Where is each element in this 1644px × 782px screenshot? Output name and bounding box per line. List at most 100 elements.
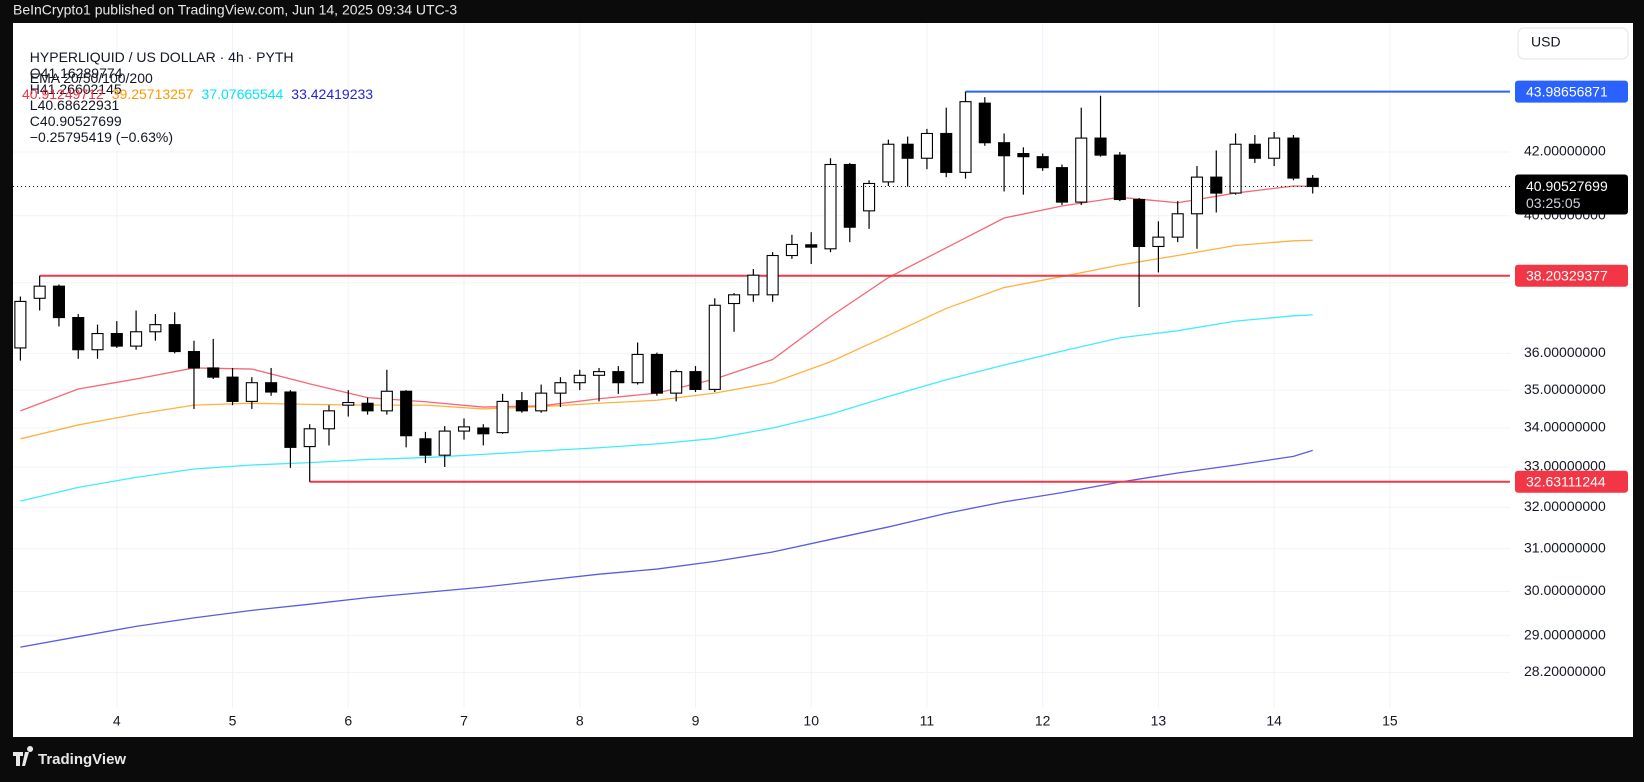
candle-body	[1017, 153, 1030, 158]
candle-body	[708, 304, 721, 390]
level-label-box	[1515, 264, 1628, 287]
ema-line	[20, 239, 1313, 440]
candle-body	[515, 400, 528, 412]
y-tick-label: 30.00000000	[1524, 582, 1606, 598]
y-tick-label: 29.00000000	[1524, 626, 1606, 642]
candle-body	[1306, 177, 1319, 188]
candle-body	[689, 371, 702, 390]
x-tick-label: 14	[1266, 713, 1282, 729]
published-note: BeInCrypto1 published on TradingView.com…	[13, 2, 457, 18]
y-tick-label: 36.00000000	[1524, 344, 1606, 360]
level-label: 43.98656871	[1526, 83, 1608, 99]
x-tick-label: 15	[1382, 713, 1398, 729]
candle-body	[380, 390, 393, 412]
candle-body	[457, 426, 471, 432]
candle-body	[400, 390, 413, 437]
ohlc-high: 41.26602145	[39, 81, 122, 97]
candle-body	[1055, 167, 1069, 203]
candle-body	[1229, 143, 1242, 194]
last-price-box	[1515, 174, 1628, 215]
last-price-label: 40.90527699	[1526, 178, 1608, 194]
x-tick-label: 10	[803, 713, 819, 729]
y-tick-label: 28.20000000	[1524, 663, 1606, 679]
candle-body	[1248, 143, 1261, 159]
candle-body	[91, 332, 104, 351]
x-tick-label: 12	[1035, 713, 1051, 729]
candle-body	[747, 274, 760, 296]
candle-body	[785, 243, 798, 257]
ohlc-open: 41.16289774	[40, 65, 123, 81]
x-tick-label: 11	[920, 713, 935, 729]
candle-body	[265, 382, 278, 393]
ema-value: 33.42419233	[291, 86, 374, 102]
grid	[13, 23, 1510, 708]
candle-body	[727, 294, 741, 305]
footer-brand: TradingView	[38, 751, 126, 768]
ema-line	[20, 314, 1313, 502]
candle-body	[631, 353, 644, 384]
candle-body	[245, 382, 258, 402]
candle-body	[998, 142, 1011, 157]
ema-line	[20, 185, 1313, 412]
candle-body	[322, 410, 336, 430]
level-label: 38.20329377	[1526, 267, 1608, 283]
candle-body	[978, 102, 991, 144]
candle-body	[901, 143, 914, 159]
candle-body	[1190, 176, 1204, 215]
symbol-legend: HYPERLIQUID / US DOLLAR · 4h · PYTH O41.…	[22, 33, 302, 145]
candle-body	[920, 132, 933, 159]
ema-value: 39.25713257	[111, 86, 194, 102]
x-tick-label: 5	[229, 713, 237, 729]
panel	[13, 23, 1633, 737]
footer-logo	[13, 746, 34, 766]
ema-line	[20, 449, 1313, 648]
candle-body	[168, 324, 181, 353]
candle-body	[1152, 236, 1165, 248]
candle-body	[612, 371, 625, 384]
candle-body	[650, 353, 663, 394]
ohlc-prefix: L	[29, 97, 38, 113]
candle-body	[284, 391, 297, 448]
ema-legend: EMA 20/50/100/200 40.91249712 39.25713257…	[22, 54, 381, 102]
y-tick-label: 32.00000000	[1524, 498, 1606, 514]
candle-body	[226, 376, 239, 402]
candle-body	[766, 254, 779, 296]
candle-body	[959, 101, 972, 173]
candle-body	[14, 300, 27, 349]
candle-body	[863, 182, 876, 212]
candle-body	[419, 438, 432, 456]
candle-body	[1210, 176, 1223, 194]
candle-body	[477, 427, 490, 435]
candle-body	[303, 428, 316, 448]
candle-body	[940, 132, 953, 173]
candle-body	[1113, 154, 1126, 201]
candle-body	[805, 244, 818, 248]
candle-body	[1133, 198, 1146, 248]
candle-body	[207, 367, 220, 378]
candle-body	[1268, 137, 1281, 159]
candle-body	[52, 285, 65, 319]
candles	[14, 91, 1319, 482]
currency-label[interactable]: USD	[1531, 34, 1561, 50]
candle-body	[1036, 156, 1049, 169]
candle-body	[882, 143, 895, 183]
ohlc-close: 40.90527699	[39, 113, 122, 129]
candle-body	[592, 371, 606, 376]
candle-body	[130, 331, 143, 347]
ema-lines	[20, 185, 1313, 648]
candle-body	[342, 401, 355, 406]
y-tick-label: 31.00000000	[1524, 539, 1606, 555]
candle-body	[573, 374, 586, 384]
x-tick-label: 8	[576, 713, 584, 729]
candle-body	[187, 350, 201, 369]
level-label-box	[1515, 80, 1628, 103]
y-tick-label: 35.00000000	[1524, 381, 1606, 397]
candle-body	[1171, 213, 1184, 238]
x-tick-label: 4	[113, 713, 121, 729]
currency-button[interactable]	[1517, 27, 1629, 60]
candle-body	[535, 392, 548, 412]
level-label-box	[1515, 470, 1628, 493]
candle-body	[361, 402, 374, 412]
